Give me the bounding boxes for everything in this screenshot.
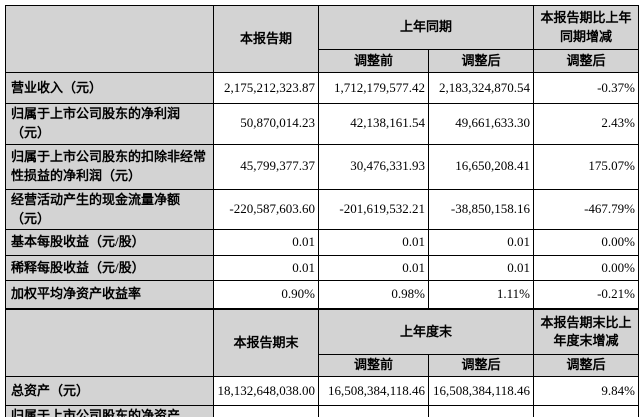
header-change-adjust-after: 调整后 (533, 49, 640, 73)
period-header-row-1: 本报告期 上年同期 本报告期比上年同期增减 (5, 5, 640, 73)
yearend-header-row-1: 本报告期末 上年度末 本报告期末比上年度末增减 (5, 309, 640, 378)
value-prior-after: 16,508,384,118.46 (427, 376, 535, 407)
value-prior-after: -38,850,158.16 (427, 188, 535, 231)
header-change-group: 本报告期末比上年度末增减 (533, 309, 640, 356)
row-label: 归属于上市公司股东的净资产（元） (5, 405, 214, 417)
header-adjust-before: 调整前 (318, 354, 429, 378)
value-prior-after: 2,183,324,870.54 (427, 72, 535, 104)
row-label: 经营活动产生的现金流量净额（元） (5, 188, 214, 231)
value-prior-before: 16,508,384,118.46 (318, 376, 429, 407)
header-change-group: 本报告期比上年同期增减 (533, 5, 640, 50)
table-row: 归属于上市公司股东的净资产（元） 5,657,801,044.46 5,639,… (5, 405, 640, 417)
value-change: -467.79% (533, 188, 640, 231)
value-current: 0.90% (213, 280, 319, 310)
row-label: 总资产（元） (5, 376, 214, 407)
value-change: 0.00% (533, 229, 640, 257)
value-change: -0.37% (533, 72, 640, 104)
value-prior-before: 0.01 (318, 229, 429, 257)
table-row: 加权平均净资产收益率 0.90% 0.98% 1.11% -0.21% (5, 280, 640, 310)
value-current: 5,657,801,044.46 (213, 405, 319, 417)
value-current: -220,587,603.60 (213, 188, 319, 231)
value-prior-after: 5,639,829,791.40 (427, 405, 535, 417)
value-prior-before: 5,639,829,791.40 (318, 405, 429, 417)
value-current: 0.01 (213, 229, 319, 257)
value-current: 2,175,212,323.87 (213, 72, 319, 104)
value-change: -0.21% (533, 280, 640, 310)
header-current-period: 本报告期 (213, 5, 319, 73)
value-prior-after: 49,661,633.30 (427, 103, 535, 145)
value-prior-after: 0.01 (427, 255, 535, 282)
period-header-row-2: 调整前 调整后 调整后 (6, 49, 640, 73)
table-row: 营业收入（元） 2,175,212,323.87 1,712,179,577.4… (5, 72, 640, 104)
table-row: 基本每股收益（元/股） 0.01 0.01 0.01 0.00% (5, 229, 640, 257)
header-prior-period-group: 上年同期 (317, 5, 535, 50)
value-prior-after: 0.01 (427, 229, 535, 257)
table-row: 归属于上市公司股东的净利润（元） 50,870,014.23 42,138,16… (5, 103, 640, 145)
row-label: 加权平均净资产收益率 (5, 280, 214, 310)
value-prior-after: 16,650,208.41 (427, 143, 535, 190)
yearend-comparison-table: 本报告期末 上年度末 本报告期末比上年度末增减 调整前 调整后 调整后 总资产（… (5, 309, 640, 417)
row-label: 稀释每股收益（元/股） (5, 255, 214, 282)
value-change: 2.43% (533, 103, 640, 145)
value-change: 175.07% (533, 143, 640, 190)
header-prior-yearend-group: 上年度末 (317, 309, 535, 356)
value-prior-before: 0.01 (318, 255, 429, 282)
row-label: 归属于上市公司股东的净利润（元） (5, 103, 214, 145)
value-change: 9.84% (533, 376, 640, 407)
value-current: 50,870,014.23 (213, 103, 319, 145)
row-label: 归属于上市公司股东的扣除非经常性损益的净利润（元） (5, 143, 214, 190)
table-row: 稀释每股收益（元/股） 0.01 0.01 0.01 0.00% (5, 255, 640, 282)
table-row: 总资产（元） 18,132,648,038.00 16,508,384,118.… (5, 376, 640, 407)
value-current: 0.01 (213, 255, 319, 282)
value-prior-before: 30,476,331.93 (318, 143, 429, 190)
corner-cell (5, 309, 214, 378)
header-change-adjust-after: 调整后 (533, 354, 640, 378)
value-change: 0.32% (533, 405, 640, 417)
value-prior-after: 1.11% (427, 280, 535, 310)
period-comparison-table: 本报告期 上年同期 本报告期比上年同期增减 调整前 调整后 调整后 营业收入（元… (5, 5, 640, 310)
table-row: 经营活动产生的现金流量净额（元） -220,587,603.60 -201,61… (5, 188, 640, 231)
value-current: 45,799,377.37 (213, 143, 319, 190)
header-adjust-after: 调整后 (427, 49, 535, 73)
header-adjust-after: 调整后 (427, 354, 535, 378)
yearend-header-row-2: 调整前 调整后 调整后 (6, 354, 640, 378)
value-prior-before: -201,619,532.21 (318, 188, 429, 231)
row-label: 营业收入（元） (5, 72, 214, 104)
value-prior-before: 0.98% (318, 280, 429, 310)
row-label: 基本每股收益（元/股） (5, 229, 214, 257)
value-prior-before: 1,712,179,577.42 (318, 72, 429, 104)
header-current-period-end: 本报告期末 (213, 309, 319, 378)
table-row: 归属于上市公司股东的扣除非经常性损益的净利润（元） 45,799,377.37 … (5, 143, 640, 190)
header-adjust-before: 调整前 (318, 49, 429, 73)
value-change: 0.00% (533, 255, 640, 282)
corner-cell (5, 5, 214, 73)
value-current: 18,132,648,038.00 (213, 376, 319, 407)
value-prior-before: 42,138,161.54 (318, 103, 429, 145)
